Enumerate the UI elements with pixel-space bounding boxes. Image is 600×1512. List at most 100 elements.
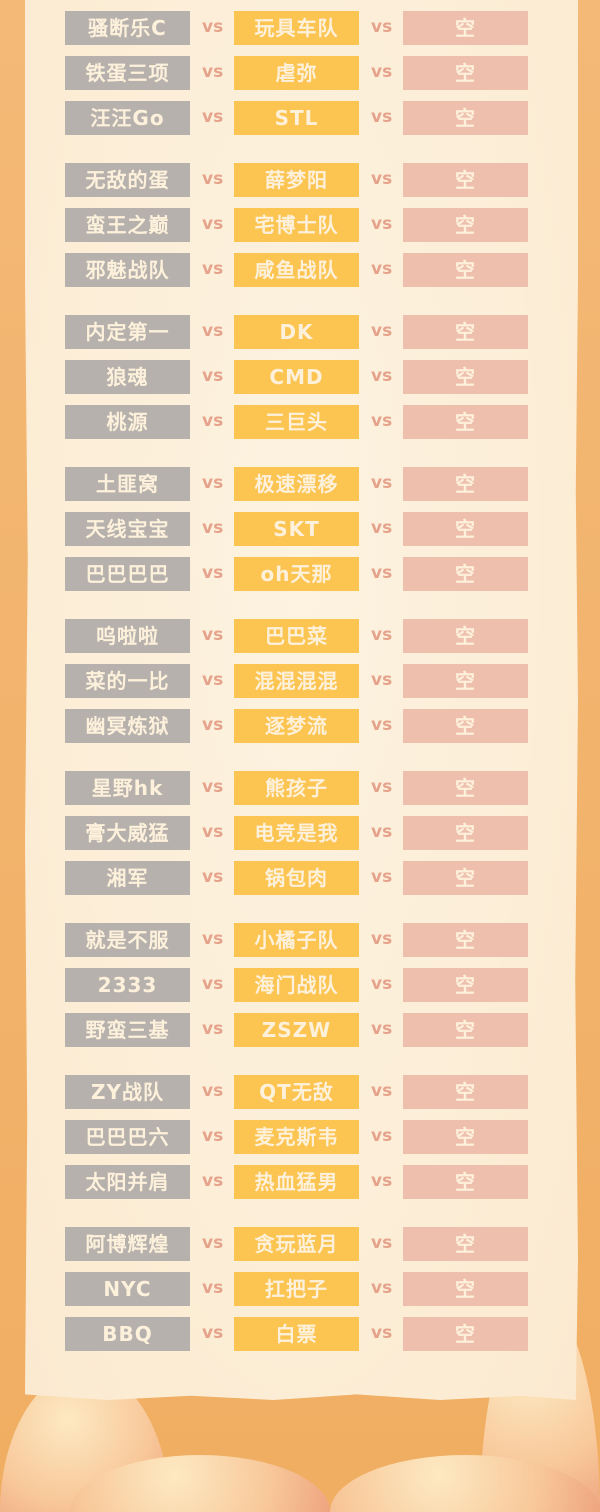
- vs-label: vs: [371, 777, 393, 797]
- team-a-box: 土匪窝: [65, 467, 190, 501]
- team-b-box: 宅博士队: [234, 208, 359, 242]
- match-row: 星野hk vs 熊孩子 vs 空: [0, 771, 600, 805]
- team-c-box: 空: [403, 709, 528, 743]
- team-c-box: 空: [403, 163, 528, 197]
- vs-label: vs: [371, 1126, 393, 1146]
- vs-label: vs: [371, 62, 393, 82]
- team-a-box: 太阳并肩: [65, 1165, 190, 1199]
- match-row: 天线宝宝 vs SKT vs 空: [0, 512, 600, 546]
- vs-label: vs: [202, 670, 224, 690]
- team-b-box: 小橘子队: [234, 923, 359, 957]
- team-a-box: 野蛮三基: [65, 1013, 190, 1047]
- team-b-box: 逐梦流: [234, 709, 359, 743]
- vs-label: vs: [371, 867, 393, 887]
- vs-label: vs: [202, 214, 224, 234]
- match-row: 湘军 vs 锅包肉 vs 空: [0, 861, 600, 895]
- vs-label: vs: [371, 17, 393, 37]
- vs-label: vs: [371, 473, 393, 493]
- team-b-box: 麦克斯韦: [234, 1120, 359, 1154]
- vs-label: vs: [371, 518, 393, 538]
- match-row: 呜啦啦 vs 巴巴菜 vs 空: [0, 619, 600, 653]
- team-c-box: 空: [403, 771, 528, 805]
- vs-label: vs: [202, 1081, 224, 1101]
- vs-label: vs: [371, 214, 393, 234]
- team-b-box: SKT: [234, 512, 359, 546]
- team-a-box: 幽冥炼狱: [65, 709, 190, 743]
- team-a-box: 膏大威猛: [65, 816, 190, 850]
- team-b-box: STL: [234, 101, 359, 135]
- vs-label: vs: [371, 822, 393, 842]
- match-row: 巴巴巴六 vs 麦克斯韦 vs 空: [0, 1120, 600, 1154]
- vs-label: vs: [202, 169, 224, 189]
- vs-label: vs: [371, 563, 393, 583]
- team-a-box: 邪魅战队: [65, 253, 190, 287]
- match-row: 汪汪Go vs STL vs 空: [0, 101, 600, 135]
- vs-label: vs: [202, 867, 224, 887]
- vs-label: vs: [202, 518, 224, 538]
- team-b-box: 三巨头: [234, 405, 359, 439]
- team-b-box: ZSZW: [234, 1013, 359, 1047]
- team-a-box: 就是不服: [65, 923, 190, 957]
- team-c-box: 空: [403, 1075, 528, 1109]
- team-c-box: 空: [403, 923, 528, 957]
- team-b-box: 薛梦阳: [234, 163, 359, 197]
- team-a-box: 天线宝宝: [65, 512, 190, 546]
- team-a-box: 蛮王之巅: [65, 208, 190, 242]
- match-row: 就是不服 vs 小橘子队 vs 空: [0, 923, 600, 957]
- team-c-box: 空: [403, 1013, 528, 1047]
- team-c-box: 空: [403, 253, 528, 287]
- vs-label: vs: [371, 411, 393, 431]
- match-row: 无敌的蛋 vs 薛梦阳 vs 空: [0, 163, 600, 197]
- match-row: 内定第一 vs DK vs 空: [0, 315, 600, 349]
- match-row: ZY战队 vs QT无敌 vs 空: [0, 1075, 600, 1109]
- team-b-box: CMD: [234, 360, 359, 394]
- match-row: BBQ vs 白票 vs 空: [0, 1317, 600, 1351]
- match-row: 巴巴巴巴 vs oh天那 vs 空: [0, 557, 600, 591]
- team-b-box: DK: [234, 315, 359, 349]
- vs-label: vs: [202, 777, 224, 797]
- team-c-box: 空: [403, 208, 528, 242]
- team-c-box: 空: [403, 1272, 528, 1306]
- team-c-box: 空: [403, 1227, 528, 1261]
- match-row: 膏大威猛 vs 电竞是我 vs 空: [0, 816, 600, 850]
- vs-label: vs: [202, 321, 224, 341]
- team-a-box: 巴巴巴六: [65, 1120, 190, 1154]
- team-b-box: 热血猛男: [234, 1165, 359, 1199]
- team-a-box: 桃源: [65, 405, 190, 439]
- vs-label: vs: [202, 715, 224, 735]
- team-c-box: 空: [403, 816, 528, 850]
- vs-label: vs: [202, 1019, 224, 1039]
- vs-label: vs: [202, 929, 224, 949]
- vs-label: vs: [371, 1081, 393, 1101]
- vs-label: vs: [202, 974, 224, 994]
- team-b-box: 虐弥: [234, 56, 359, 90]
- vs-label: vs: [202, 1171, 224, 1191]
- vs-label: vs: [202, 625, 224, 645]
- vs-label: vs: [371, 1278, 393, 1298]
- team-c-box: 空: [403, 1317, 528, 1351]
- team-a-box: BBQ: [65, 1317, 190, 1351]
- team-a-box: 湘军: [65, 861, 190, 895]
- team-b-box: 扛把子: [234, 1272, 359, 1306]
- team-b-box: QT无敌: [234, 1075, 359, 1109]
- vs-label: vs: [202, 107, 224, 127]
- team-a-box: 呜啦啦: [65, 619, 190, 653]
- vs-label: vs: [202, 411, 224, 431]
- vs-label: vs: [202, 259, 224, 279]
- match-row: 狼魂 vs CMD vs 空: [0, 360, 600, 394]
- team-c-box: 空: [403, 360, 528, 394]
- team-b-box: 白票: [234, 1317, 359, 1351]
- match-row: 野蛮三基 vs ZSZW vs 空: [0, 1013, 600, 1047]
- team-c-box: 空: [403, 467, 528, 501]
- team-c-box: 空: [403, 512, 528, 546]
- team-a-box: 菜的一比: [65, 664, 190, 698]
- vs-label: vs: [371, 929, 393, 949]
- team-b-box: 极速漂移: [234, 467, 359, 501]
- vs-label: vs: [371, 366, 393, 386]
- team-c-box: 空: [403, 101, 528, 135]
- vs-label: vs: [371, 670, 393, 690]
- team-a-box: 汪汪Go: [65, 101, 190, 135]
- vs-label: vs: [371, 321, 393, 341]
- team-b-box: 锅包肉: [234, 861, 359, 895]
- vs-label: vs: [371, 107, 393, 127]
